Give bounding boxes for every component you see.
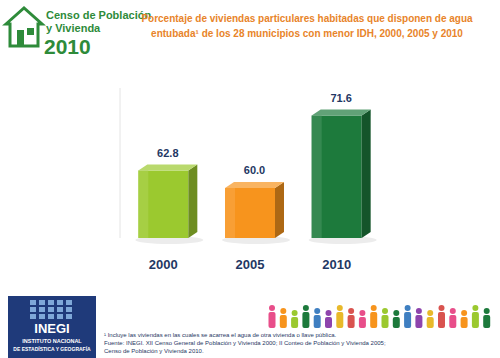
person-icon	[314, 308, 320, 314]
bar-front	[312, 116, 362, 239]
bar-highlight	[312, 116, 322, 239]
person-icon	[359, 310, 365, 316]
house-door	[17, 30, 24, 46]
inegi-grid	[66, 314, 72, 319]
person-icon	[415, 315, 422, 328]
person-icon	[348, 315, 355, 328]
x-tick-label: 2010	[322, 257, 351, 272]
person-icon	[280, 308, 286, 314]
person-icon	[314, 315, 321, 328]
inegi-text: DE ESTADÍSTICA Y GEOGRAFÍA	[13, 345, 91, 352]
source: Fuente: INEGI. XII Censo General de Pobl…	[104, 340, 386, 346]
person-icon	[416, 308, 422, 314]
bar	[138, 165, 197, 239]
person-icon	[291, 317, 298, 328]
inegi-grid	[39, 314, 45, 319]
person-icon	[483, 315, 490, 328]
person-icon	[393, 310, 399, 316]
bar	[225, 182, 284, 238]
person-icon	[472, 312, 479, 328]
person-icon	[450, 308, 456, 314]
person-icon	[303, 305, 309, 311]
person-icon	[326, 310, 332, 316]
person-icon	[449, 315, 456, 328]
chart: Censo de Poblacióny Vivienda2010Porcenta…	[0, 0, 500, 358]
data-label: 71.6	[330, 92, 351, 104]
data-label: 62.8	[157, 147, 178, 159]
person-icon	[337, 305, 343, 311]
inegi-grid	[48, 307, 54, 312]
inegi-grid	[48, 300, 54, 305]
bar-front	[225, 188, 275, 238]
person-icon	[427, 317, 434, 328]
data-label: 60.0	[244, 164, 265, 176]
bar-side	[188, 165, 197, 239]
bars	[138, 110, 370, 239]
logo-text: y Vivienda	[46, 22, 101, 34]
person-icon	[439, 305, 445, 311]
inegi-grid	[57, 307, 63, 312]
inegi-grid	[30, 300, 36, 305]
inegi-grid	[39, 307, 45, 312]
inegi-grid	[30, 314, 36, 319]
census-logo: Censo de Poblacióny Vivienda2010	[6, 8, 151, 58]
bar-highlight	[225, 188, 235, 238]
person-icon	[348, 308, 354, 314]
person-icon	[484, 308, 490, 314]
x-tick-label: 2000	[149, 257, 178, 272]
bar-side	[362, 110, 371, 239]
bar-top	[138, 165, 197, 171]
logo-year: 2010	[44, 35, 91, 58]
person-icon	[269, 312, 276, 328]
inegi-text: INEGI	[34, 321, 69, 336]
bar-top	[225, 182, 284, 188]
person-icon	[472, 305, 478, 311]
inegi-box	[8, 296, 96, 358]
person-icon	[336, 312, 343, 328]
inegi-grid	[66, 300, 72, 305]
inegi-grid	[48, 314, 54, 319]
person-icon	[438, 312, 445, 328]
house-window	[27, 28, 34, 35]
person-icon	[382, 308, 388, 314]
inegi-logo: INEGI INSTITUTO NACIONALDE ESTADÍSTICA Y …	[8, 296, 96, 358]
bar-front	[138, 171, 188, 239]
bar	[312, 110, 371, 239]
inegi-text: INSTITUTO NACIONAL	[22, 338, 82, 344]
title: entubada¹ de los 28 municipios con menor…	[151, 28, 463, 39]
person-icon	[427, 310, 433, 316]
person-icon	[461, 317, 468, 328]
title: Porcentaje de viviendas particulares hab…	[141, 13, 473, 24]
person-icon	[269, 305, 275, 311]
person-icon	[359, 317, 366, 328]
person-icon	[325, 317, 332, 328]
person-icon	[393, 317, 400, 328]
bar-side	[275, 182, 284, 238]
house-icon	[6, 8, 42, 46]
background	[0, 0, 500, 358]
inegi-grid	[39, 300, 45, 305]
footnote: ¹ Incluye las viviendas en las cuales se…	[104, 332, 336, 338]
person-icon	[302, 312, 309, 328]
person-icon	[382, 315, 389, 328]
person-icon	[404, 312, 411, 328]
bar-highlight	[138, 171, 148, 239]
person-icon	[461, 310, 467, 316]
person-icon	[405, 305, 411, 311]
inegi-grid	[57, 300, 63, 305]
person-icon	[292, 310, 298, 316]
inegi-grid	[57, 314, 63, 319]
person-icon	[280, 315, 287, 328]
person-icon	[370, 312, 377, 328]
inegi-grid	[66, 307, 72, 312]
source: Censo de Población y Vivienda 2010.	[104, 348, 204, 354]
bar-top	[312, 110, 371, 116]
logo-text: Censo de Población	[46, 9, 151, 21]
inegi-grid	[30, 307, 36, 312]
y-axis-line	[120, 88, 121, 238]
person-icon	[371, 305, 377, 311]
x-tick-label: 2005	[236, 257, 265, 272]
